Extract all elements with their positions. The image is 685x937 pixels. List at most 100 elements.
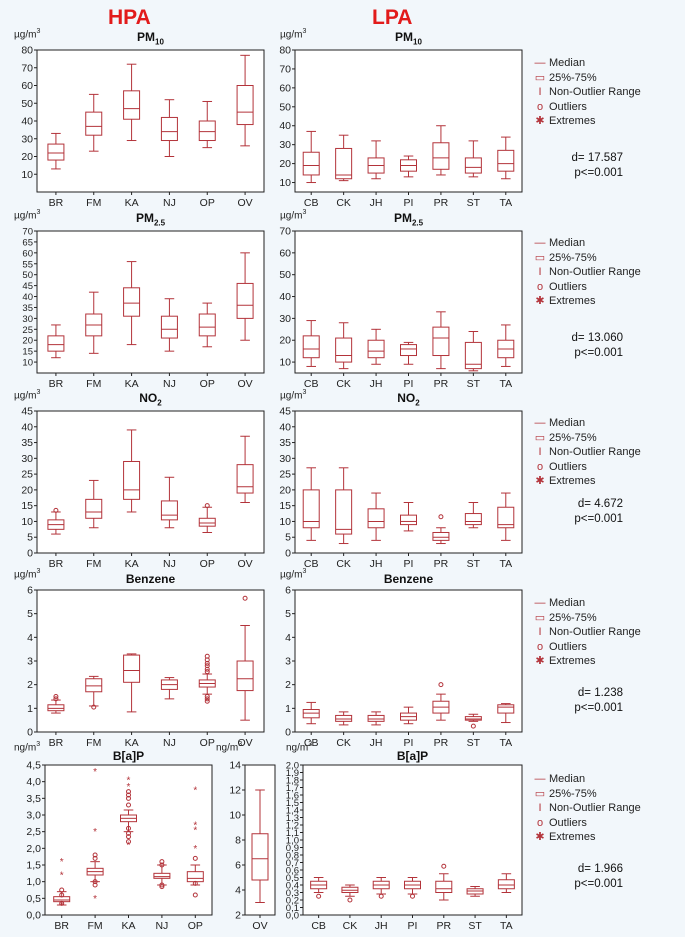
chart-svg-benzene-hpa: 0 1 2 3 4 5 6 BR FM KA NJ OP OV bbox=[27, 585, 265, 749]
iqr-box bbox=[236, 282, 254, 319]
outlier-point bbox=[192, 855, 198, 861]
legend-item: o Outliers bbox=[533, 640, 641, 655]
box-BR bbox=[47, 694, 65, 714]
iqr-box bbox=[400, 344, 417, 357]
outlier-point bbox=[347, 897, 353, 903]
outlier-point bbox=[126, 834, 131, 840]
unit-label-text: µg/m bbox=[14, 29, 37, 41]
x-tick-label: FM bbox=[86, 197, 101, 209]
y-tick-label: 1,2 bbox=[286, 821, 299, 832]
iqr-box bbox=[198, 517, 216, 527]
y-tick-label: 40 bbox=[279, 120, 291, 132]
y-tick-label: 0,2 bbox=[286, 896, 299, 907]
median-symbol-icon: — bbox=[534, 237, 546, 249]
y-tick-label: 40 bbox=[21, 421, 33, 433]
legend-label: 25%-75% bbox=[549, 71, 597, 84]
y-tick-label: 0,4 bbox=[286, 881, 299, 892]
extreme-point: * bbox=[93, 827, 97, 838]
outlier-point bbox=[126, 795, 131, 801]
legend-label: 25%-75% bbox=[549, 251, 597, 264]
legend-label: Extremes bbox=[549, 295, 596, 307]
x-tick-label: OV bbox=[252, 920, 267, 932]
box-JH bbox=[372, 877, 390, 899]
outlier-point bbox=[204, 696, 210, 702]
stat-p: p<=0.001 bbox=[574, 878, 623, 890]
iqr-box bbox=[432, 531, 450, 541]
x-tick-label: PR bbox=[434, 378, 449, 390]
box-symbol-icon: ▭ bbox=[534, 787, 546, 800]
box-OP bbox=[198, 653, 216, 704]
box-PI bbox=[400, 341, 417, 365]
y-tick-label: 0,0 bbox=[26, 910, 41, 922]
y-tick-label: 6 bbox=[285, 585, 291, 597]
box-PR bbox=[432, 682, 450, 721]
box-symbol-icon: ▭ bbox=[534, 71, 546, 84]
legend-label: Median bbox=[549, 773, 586, 785]
y-tick-label: 2 bbox=[27, 679, 33, 691]
outlier-point bbox=[470, 723, 476, 729]
range-symbol-icon: Ι bbox=[538, 446, 542, 458]
box-OP bbox=[198, 503, 216, 533]
box-NJ bbox=[160, 298, 178, 352]
unit-label-text: µg/m bbox=[14, 390, 37, 402]
x-tick-label: FM bbox=[86, 737, 101, 749]
legend-item: Ι Non-Outlier Range bbox=[533, 445, 640, 460]
x-tick-label: PR bbox=[436, 920, 451, 932]
unit-label-text: ng/m bbox=[14, 742, 37, 754]
chart-title-text: NO bbox=[139, 391, 158, 405]
y-tick-label: 0,3 bbox=[286, 888, 299, 899]
outlier-point bbox=[204, 663, 210, 669]
y-tick-label: 0,5 bbox=[286, 873, 299, 884]
hpa-header: HPA bbox=[108, 6, 151, 29]
y-tick-label: 12 bbox=[229, 785, 241, 797]
iqr-box bbox=[160, 500, 178, 521]
chart-title: PM10 bbox=[295, 30, 522, 46]
x-tick-label: CB bbox=[304, 378, 319, 390]
iqr-box bbox=[47, 143, 65, 161]
legend-label: Median bbox=[549, 417, 586, 429]
y-tick-label: 1,8 bbox=[286, 776, 299, 787]
y-tick-label: 3,0 bbox=[26, 810, 41, 822]
unit-label: µg/m3 bbox=[280, 28, 307, 41]
chart-title-text: PM bbox=[393, 211, 412, 225]
x-tick-label: FM bbox=[86, 378, 101, 390]
chart-title: PM2.5 bbox=[37, 211, 264, 227]
x-tick-label: CB bbox=[304, 197, 319, 209]
y-tick-label: 35 bbox=[279, 437, 291, 449]
box-BR bbox=[47, 507, 65, 535]
box-PR bbox=[435, 863, 453, 901]
y-tick-label: 45 bbox=[21, 406, 33, 418]
unit-label-text: ng/m bbox=[216, 742, 239, 754]
iqr-box bbox=[367, 339, 385, 359]
outlier-point bbox=[204, 503, 210, 509]
legend-label: Extremes bbox=[549, 475, 596, 487]
legend-label: Extremes bbox=[549, 115, 596, 127]
stat-block: d= 17.587 p<=0.001 bbox=[572, 151, 623, 181]
box-CB bbox=[302, 320, 320, 367]
box-OP bbox=[198, 100, 216, 149]
plot-frame bbox=[36, 410, 265, 554]
y-tick-label: 45 bbox=[22, 281, 33, 292]
extreme-symbol-icon: ✱ bbox=[535, 295, 545, 307]
range-symbol-icon: Ι bbox=[538, 626, 542, 638]
unit-label-text: µg/m bbox=[14, 210, 37, 222]
box-FM bbox=[85, 291, 103, 354]
y-tick-label: 35 bbox=[21, 437, 33, 449]
x-tick-label: PR bbox=[434, 558, 449, 570]
box-PR bbox=[432, 125, 450, 176]
y-tick-label: 1 bbox=[285, 703, 291, 715]
y-tick-label: 3 bbox=[285, 656, 291, 668]
box-BR bbox=[47, 324, 65, 359]
y-tick-label: 0,6 bbox=[286, 866, 299, 877]
x-tick-label: KA bbox=[125, 558, 139, 570]
unit-label: µg/m3 bbox=[280, 389, 307, 402]
box-KA bbox=[123, 63, 141, 142]
outlier-symbol-icon: o bbox=[536, 640, 544, 653]
legend: — Median ▭ 25%-75% Ι Non-Outlier Range o Outlie… bbox=[533, 56, 641, 129]
unit-label-text: µg/m bbox=[280, 390, 303, 402]
x-tick-label: TA bbox=[499, 197, 512, 209]
box-PR bbox=[432, 311, 450, 370]
legend-item: Ι Non-Outlier Range bbox=[533, 265, 640, 280]
chart-title-text: Benzene bbox=[125, 572, 176, 586]
y-tick-label: 60 bbox=[279, 82, 291, 94]
